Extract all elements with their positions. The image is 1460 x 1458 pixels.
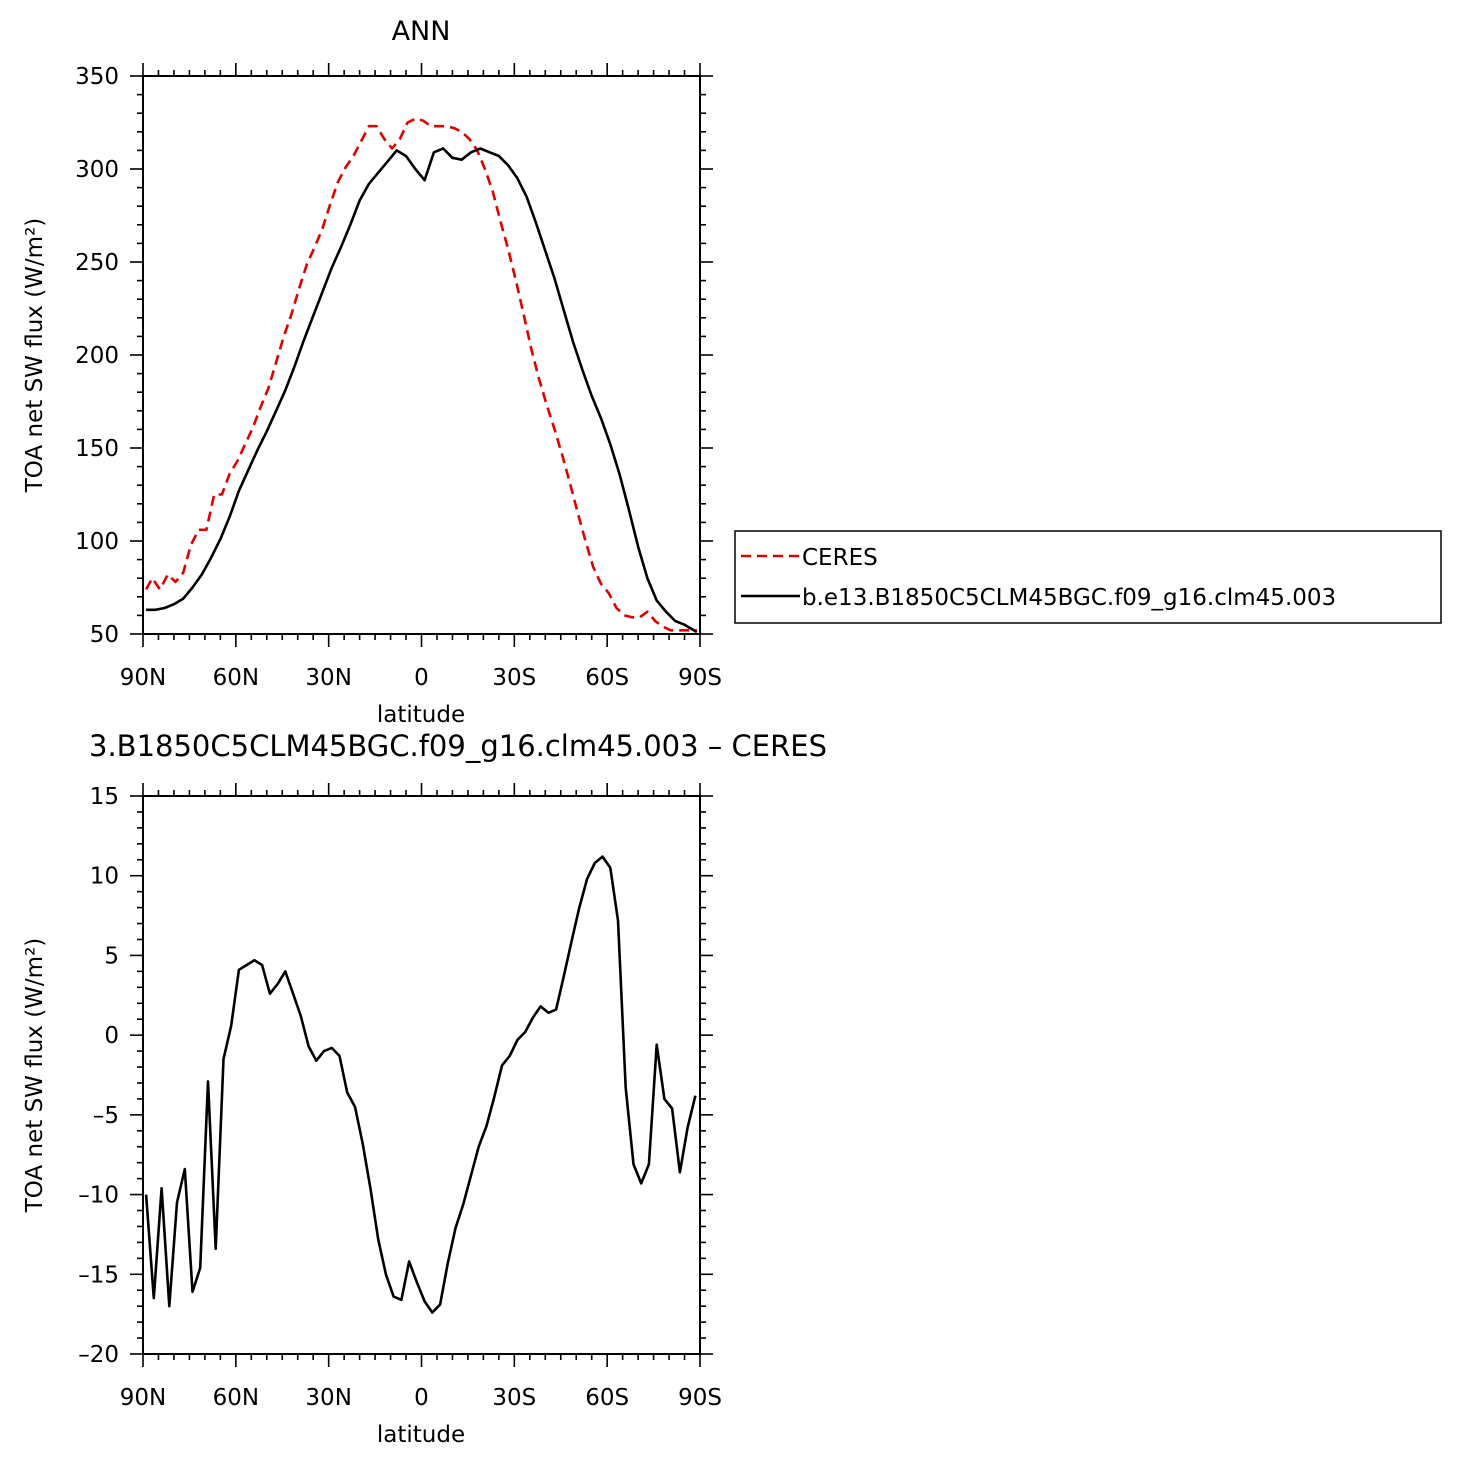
bottom-series-group <box>144 855 697 1314</box>
y-tick-label: 0 <box>104 1023 119 1049</box>
y-tick-label: 100 <box>75 529 119 555</box>
bottom-chart-title: 3.B1850C5CLM45BGC.f09_g16.clm45.003 – CE… <box>89 729 827 763</box>
x-tick-label: 30N <box>305 1385 351 1411</box>
top-series-group <box>144 117 698 634</box>
x-tick-label: 0 <box>414 1385 429 1411</box>
y-tick-label: 300 <box>75 157 119 183</box>
y-tick-label: 150 <box>75 436 119 462</box>
y-tick-label: –15 <box>78 1262 119 1288</box>
y-tick-label: 250 <box>75 250 119 276</box>
y-tick-label: –10 <box>78 1183 119 1209</box>
y-tick-label: 200 <box>75 343 119 369</box>
x-tick-label: 90S <box>678 1385 722 1411</box>
y-tick-label: –20 <box>78 1342 119 1368</box>
y-tick-label: –5 <box>93 1103 119 1129</box>
legend: CERES b.e13.B1850C5CLM45BGC.f09_g16.clm4… <box>734 530 1442 624</box>
x-tick-label: 60S <box>585 1385 629 1411</box>
x-tick-label: 90N <box>120 1385 166 1411</box>
legend-label-ceres: CERES <box>802 545 878 571</box>
y-tick-label: 15 <box>90 784 119 810</box>
top-axes: 90N 60N 30N 0 30S 60S 90S 50 100 150 200 250 300 350 <box>75 63 722 691</box>
x-tick-label: 30S <box>492 665 536 691</box>
bottom-y-axis-label: TOA net SW flux (W/m²) <box>22 938 48 1214</box>
series-line-1-0 <box>144 855 697 1314</box>
legend-box <box>734 530 1442 624</box>
bottom-x-axis-label: latitude <box>377 1422 465 1448</box>
top-y-axis-label: TOA net SW flux (W/m²) <box>22 218 48 494</box>
y-tick-label: 5 <box>104 943 119 969</box>
x-tick-label: 60N <box>213 665 259 691</box>
bottom-axes: 90N 60N 30N 0 30S 60S 90S 15 10 5 0 –5 –10 –15 –20 <box>78 783 722 1411</box>
series-line-0-1 <box>146 147 698 634</box>
top-x-axis-label: latitude <box>377 702 465 728</box>
x-tick-label: 60N <box>213 1385 259 1411</box>
top-chart-title: ANN <box>392 16 451 47</box>
x-tick-label: 60S <box>585 665 629 691</box>
y-tick-label: 50 <box>90 622 119 648</box>
plot-frame-1 <box>142 795 701 1355</box>
y-tick-label: 350 <box>75 64 119 90</box>
x-tick-label: 0 <box>414 665 429 691</box>
bottom-panel: 3.B1850C5CLM45BGC.f09_g16.clm45.003 – CE… <box>22 729 827 1448</box>
x-tick-label: 30N <box>305 665 351 691</box>
plot-frame-0 <box>142 75 701 635</box>
legend-label-model: b.e13.B1850C5CLM45BGC.f09_g16.clm45.003 <box>802 585 1336 611</box>
y-tick-label: 10 <box>90 864 119 890</box>
top-panel: ANN TOA net SW flux (W/m²) 90N 60N 30N 0 30S… <box>22 16 722 728</box>
x-tick-label: 30S <box>492 1385 536 1411</box>
series-line-0-0 <box>144 117 697 632</box>
x-tick-label: 90N <box>120 665 166 691</box>
x-tick-label: 90S <box>678 665 722 691</box>
